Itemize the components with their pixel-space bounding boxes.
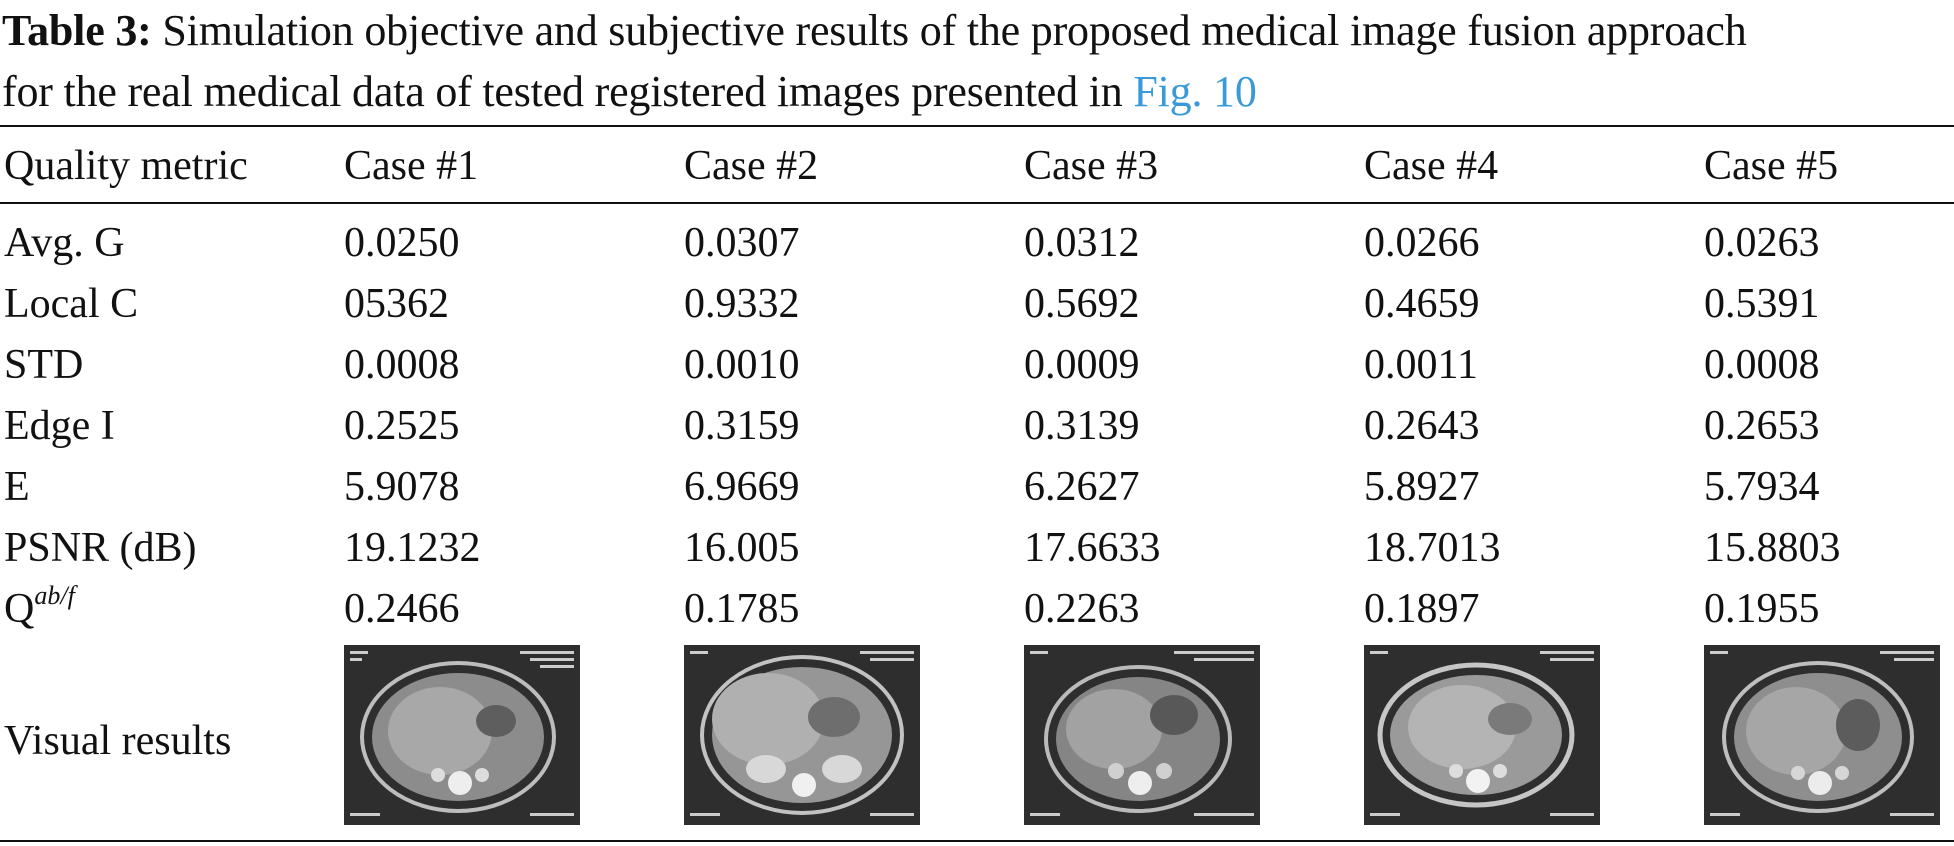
table-cell: 0.2263: [1024, 586, 1140, 632]
header-case-3: Case #3: [1024, 143, 1159, 189]
table-cell: 18.7013: [1364, 525, 1501, 571]
ct-scan-image-case-1: [344, 645, 580, 825]
metric-psnr: PSNR (dB): [4, 525, 197, 571]
table-cell: 17.6633: [1024, 525, 1161, 571]
table-cell: 0.1955: [1704, 586, 1820, 632]
table-bottom-rule: [0, 840, 1954, 842]
table-cell: 0.2525: [344, 403, 460, 449]
ct-scan-image-case-5: [1704, 645, 1940, 825]
caption-line-1: Table 3: Simulation objective and subjec…: [2, 0, 1952, 61]
table-cell: 0.0307: [684, 220, 800, 266]
table-cell: 0.0263: [1704, 220, 1820, 266]
table-cell: 0.0008: [1704, 342, 1820, 388]
caption-label: Table 3:: [2, 6, 152, 55]
metric-local-c: Local C: [4, 281, 139, 327]
caption-line-2: for the real medical data of tested regi…: [2, 61, 1952, 122]
table-cell: 05362: [344, 281, 449, 327]
metric-q-base: Q: [4, 586, 35, 632]
visual-results-label: Visual results: [4, 718, 232, 764]
figure-link[interactable]: Fig. 10: [1133, 67, 1257, 116]
table-cell: 0.5391: [1704, 281, 1820, 327]
table-cell: 0.0011: [1364, 342, 1478, 388]
table-cell: 0.0250: [344, 220, 460, 266]
table-cell: 0.2643: [1364, 403, 1480, 449]
table-cell: 0.5692: [1024, 281, 1140, 327]
table-cell: 15.8803: [1704, 525, 1841, 571]
table-cell: 5.9078: [344, 464, 460, 510]
table-cell: 5.8927: [1364, 464, 1480, 510]
table-cell: 0.2466: [344, 586, 460, 632]
table-cell: 6.2627: [1024, 464, 1140, 510]
table-cell: 6.9669: [684, 464, 800, 510]
header-case-4: Case #4: [1364, 143, 1499, 189]
table-cell: 0.2653: [1704, 403, 1820, 449]
table-cell: 0.0266: [1364, 220, 1480, 266]
metric-edge-i: Edge I: [4, 403, 115, 449]
table-cell: 0.3139: [1024, 403, 1140, 449]
table-cell: 0.4659: [1364, 281, 1480, 327]
metric-q-superscript: ab/f: [34, 581, 75, 610]
table-cell: 5.7934: [1704, 464, 1820, 510]
table-cell: 19.1232: [344, 525, 481, 571]
table-cell: 0.9332: [684, 281, 800, 327]
table-header-rule: [0, 202, 1954, 204]
table-cell: 0.0010: [684, 342, 800, 388]
table-caption: Table 3: Simulation objective and subjec…: [2, 0, 1952, 122]
ct-scan-image-case-3: [1024, 645, 1260, 825]
table-top-rule: [0, 125, 1954, 127]
header-case-2: Case #2: [684, 143, 819, 189]
table-cell: 0.0009: [1024, 342, 1140, 388]
header-case-5: Case #5: [1704, 143, 1839, 189]
header-case-1: Case #1: [344, 143, 479, 189]
table-cell: 0.0008: [344, 342, 460, 388]
metric-std: STD: [4, 342, 84, 388]
metric-qabf: Qab/f: [4, 581, 75, 638]
table-cell: 0.1897: [1364, 586, 1480, 632]
table-cell: 0.0312: [1024, 220, 1140, 266]
caption-text-1: Simulation objective and subjective resu…: [151, 6, 1747, 55]
table-cell: 0.1785: [684, 586, 800, 632]
ct-scan-image-case-4: [1364, 645, 1600, 825]
caption-text-2: for the real medical data of tested regi…: [2, 67, 1134, 116]
header-quality-metric: Quality metric: [4, 143, 248, 189]
table-cell: 16.005: [684, 525, 800, 571]
ct-scan-image-case-2: [684, 645, 920, 825]
table-cell: 0.3159: [684, 403, 800, 449]
metric-e: E: [4, 464, 30, 510]
metric-avg-g: Avg. G: [4, 220, 125, 266]
